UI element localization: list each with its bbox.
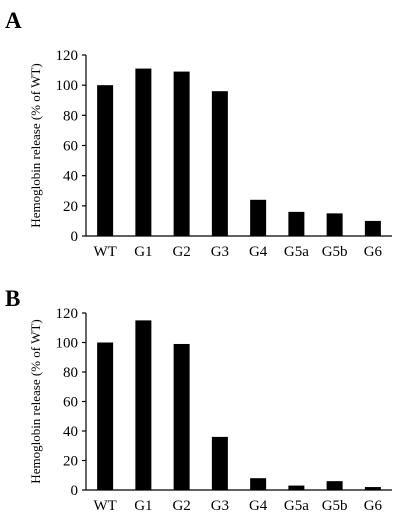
panel-a: A 0 20 40 60 80 100 120 Hemoglobin release (% of… — [5, 8, 392, 260]
panel-a-ytick-label: 0 — [71, 229, 79, 245]
panel-b-y-axis-title: Hemoglobin release (% of WT) — [28, 319, 43, 483]
panel-b-bar-g4 — [250, 478, 267, 490]
panel-a-bar-g1 — [135, 68, 152, 236]
panel-a-bar-g5b — [326, 213, 343, 236]
panel-a-ytick-label: 120 — [56, 48, 79, 64]
panel-a-bar-wt — [97, 85, 114, 237]
panel-a-category-label: G6 — [364, 244, 383, 260]
panel-a-category-label: G2 — [172, 244, 190, 260]
panel-b-ytick-label: 20 — [63, 454, 78, 470]
panel-b-bar-g5a — [288, 485, 305, 490]
panel-a-category-label: G5a — [284, 244, 309, 260]
panel-b-category-label: G3 — [211, 498, 229, 514]
panel-b: B 0 20 40 60 80 100 120 Hemoglobin release (% of… — [5, 286, 392, 514]
panel-b-category-label: G2 — [172, 498, 190, 514]
panel-a-bar-g3 — [211, 91, 228, 236]
panel-a-category-label: G4 — [249, 244, 268, 260]
panel-b-ytick-label: 120 — [56, 306, 79, 322]
panel-a-bar-g6 — [364, 220, 381, 236]
panel-b-category-label: G5a — [284, 498, 309, 514]
panel-b-category-label: WT — [93, 498, 116, 514]
panel-b-category-label: G4 — [249, 498, 268, 514]
panel-b-bar-g1 — [135, 320, 152, 490]
panel-b-ytick-label: 80 — [63, 365, 78, 381]
panel-a-ytick-label: 80 — [63, 108, 78, 124]
panel-b-bar-g6 — [364, 487, 381, 490]
panel-a-category-label: G5b — [322, 244, 348, 260]
panel-a-bar-g2 — [173, 71, 190, 236]
panel-a-label: A — [5, 8, 22, 33]
panel-b-bar-g3 — [211, 436, 228, 490]
panel-b-bar-g2 — [173, 343, 190, 490]
panel-a-ytick-label: 40 — [63, 169, 78, 185]
panel-a-category-label: WT — [93, 244, 116, 260]
panel-b-bar-wt — [97, 342, 114, 490]
panel-b-category-label: G6 — [364, 498, 383, 514]
panel-a-ytick-label: 20 — [63, 199, 78, 215]
panel-a-bar-g4 — [250, 199, 267, 236]
panel-a-ytick-label: 60 — [63, 139, 78, 155]
panel-b-category-label: G5b — [322, 498, 348, 514]
panel-a-category-label: G3 — [211, 244, 229, 260]
panel-a-bar-g5a — [288, 211, 305, 236]
panel-b-ytick-label: 40 — [63, 424, 78, 440]
panel-a-ytick-label: 100 — [56, 78, 79, 94]
panel-b-bar-g5b — [326, 481, 343, 490]
panel-b-ytick-label: 60 — [63, 395, 78, 411]
panel-b-ytick-label: 100 — [56, 336, 79, 352]
panel-b-label: B — [5, 286, 20, 311]
panel-b-ytick-label: 0 — [71, 483, 79, 499]
panel-a-y-axis-title: Hemoglobin release (% of WT) — [28, 63, 43, 227]
panel-a-category-label: G1 — [134, 244, 152, 260]
panel-b-category-label: G1 — [134, 498, 152, 514]
